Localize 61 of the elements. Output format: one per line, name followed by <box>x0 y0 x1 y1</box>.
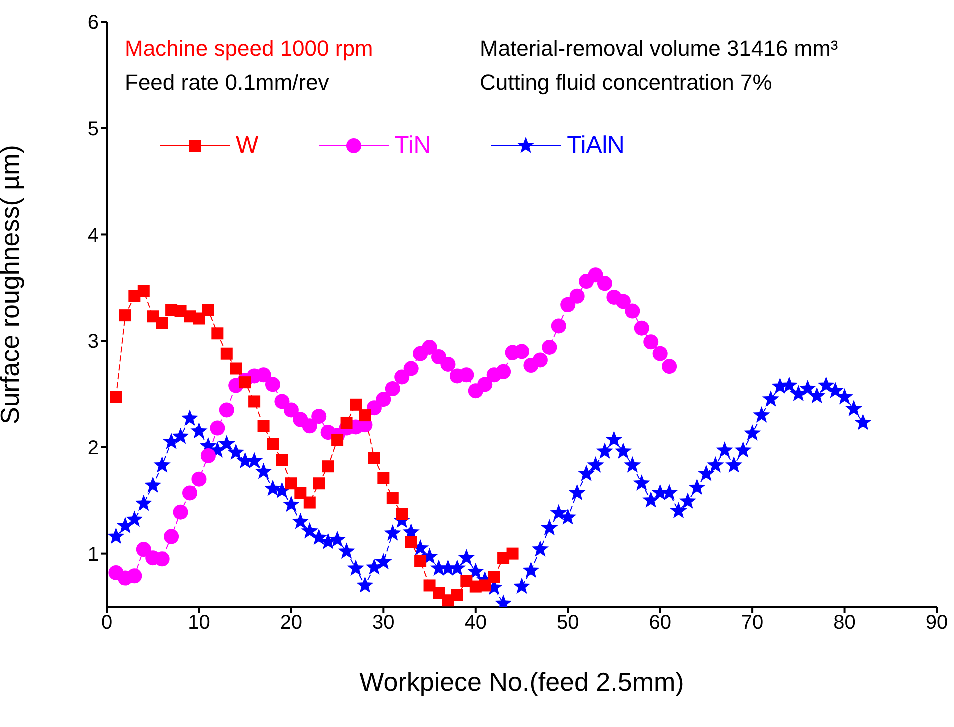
point <box>239 376 252 389</box>
point <box>433 587 445 600</box>
point <box>267 438 279 450</box>
point <box>156 317 168 330</box>
y-tick-label: 4 <box>88 224 99 247</box>
point <box>313 478 326 490</box>
x-tick-label: 10 <box>188 612 210 634</box>
point <box>193 312 206 325</box>
point <box>340 416 353 429</box>
x-tick-label: 0 <box>101 612 113 634</box>
point <box>451 589 464 602</box>
point <box>285 478 298 490</box>
point <box>294 487 307 500</box>
point <box>202 304 214 316</box>
x-axis-title: Workpiece No.(feed 2.5mm) <box>360 667 684 697</box>
point <box>276 454 288 466</box>
point <box>479 580 492 592</box>
annotation: Cutting fluid concentration 7% <box>480 70 772 96</box>
point <box>212 328 224 340</box>
point <box>332 434 344 446</box>
point <box>378 472 390 484</box>
x-tick-label: 60 <box>649 612 672 634</box>
point <box>304 496 316 509</box>
point <box>138 285 150 298</box>
point <box>147 310 160 323</box>
point <box>230 362 242 375</box>
x-tick-label: 70 <box>741 612 764 634</box>
x-tick-label: 80 <box>834 612 856 634</box>
y-axis-title: Surface roughness( µm) <box>0 145 26 424</box>
point <box>414 555 427 568</box>
point <box>248 396 261 408</box>
point <box>386 492 399 505</box>
annotation: Material-removal volume 31416 mm³ <box>480 36 838 62</box>
y-tick-label: 1 <box>88 544 99 566</box>
x-tick-label: 30 <box>372 612 395 634</box>
y-tick-label: 6 <box>88 12 99 34</box>
point <box>488 571 500 584</box>
point <box>405 536 418 548</box>
x-tick-label: 40 <box>464 612 488 634</box>
legend-label: W <box>236 132 259 160</box>
point <box>350 398 362 411</box>
point <box>359 410 372 422</box>
y-tick-label: 2 <box>88 438 99 460</box>
annotation: Machine speed 1000 rpm <box>125 36 374 62</box>
point <box>368 452 380 464</box>
point <box>119 310 132 322</box>
y-tick-label: 5 <box>88 118 99 140</box>
y-tick-label: 3 <box>88 331 99 354</box>
legend-label: TiN <box>394 132 432 160</box>
point <box>506 548 519 560</box>
point <box>258 420 270 432</box>
point <box>424 580 436 592</box>
x-tick-label: 50 <box>556 612 580 634</box>
point <box>220 348 233 360</box>
legend-label: TiAlN <box>567 132 625 160</box>
annotation: Feed rate 0.1mm/rev <box>125 70 330 96</box>
point <box>396 508 408 520</box>
point <box>110 391 122 404</box>
x-tick-label: 20 <box>280 612 303 634</box>
x-tick-label: 90 <box>926 612 948 634</box>
point <box>322 460 334 473</box>
